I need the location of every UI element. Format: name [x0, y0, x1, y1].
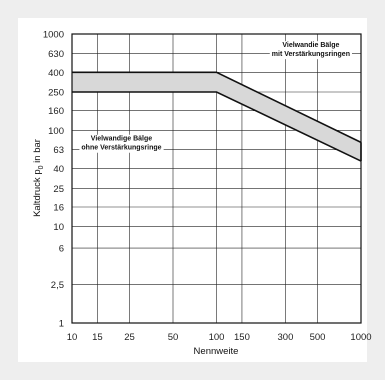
y-tick-label: 1000 — [43, 30, 64, 41]
x-tick-label: 50 — [168, 332, 179, 343]
y-tick-label: 16 — [53, 203, 64, 214]
x-tick-labels: 10 15 25 50 100 150 300 500 1000 — [67, 332, 372, 343]
y-tick-label: 25 — [53, 184, 64, 195]
x-tick-label: 1000 — [350, 332, 371, 343]
y-axis-label: Kaltdruck p0 in bar — [32, 139, 45, 217]
y-tick-label: 40 — [53, 164, 64, 175]
annotation-background — [79, 134, 164, 153]
x-axis-label: Nennweite — [194, 346, 239, 357]
y-axis-label-sub: 0 — [38, 165, 45, 169]
y-tick-label: 160 — [48, 106, 64, 117]
plot-border — [71, 33, 362, 324]
annotation-line: mit Verstärkungsringen — [272, 51, 350, 58]
y-tick-label: 10 — [53, 222, 64, 233]
lower-series-line — [72, 91, 362, 162]
x-tick-label: 100 — [209, 332, 225, 343]
y-tick-label: 250 — [48, 87, 64, 98]
pressure-band — [72, 72, 361, 162]
y-tick-label: 100 — [48, 126, 64, 137]
x-tick-label: 10 — [67, 332, 78, 343]
x-tick-label: 15 — [92, 332, 103, 343]
y-tick-label: 400 — [48, 68, 64, 79]
y-axis-label-unit: in bar — [32, 139, 43, 165]
x-tick-label: 25 — [124, 332, 135, 343]
annotation-without-rings: Vielwandige Bälge ohne Verstärkungsringe — [79, 134, 164, 153]
annotation-line: Vielwandie Bälge — [282, 42, 339, 49]
y-tick-label: 63 — [53, 145, 64, 156]
y-tick-label: 630 — [48, 49, 64, 60]
chart-frame — [18, 18, 367, 362]
y-tick-labels: 1 2,5 6 10 16 25 40 63 100 160 250 400 630 1000 — [43, 30, 64, 330]
annotation-line: ohne Verstärkungsringe — [81, 145, 161, 152]
band-area — [72, 72, 361, 162]
y-tick-label: 1 — [59, 319, 64, 330]
y-axis-label-main: Kaltdruck p — [32, 169, 43, 217]
annotation-background — [269, 41, 352, 60]
y-tick-label: 6 — [59, 244, 64, 255]
x-tick-label: 300 — [278, 332, 294, 343]
y-tick-label: 2,5 — [51, 280, 64, 291]
annotation-line: Vielwandige Bälge — [91, 136, 152, 143]
x-tick-label: 500 — [310, 332, 326, 343]
upper-series-line — [72, 71, 362, 144]
annotation-with-rings: Vielwandie Bälge mit Verstärkungsringen — [269, 41, 352, 60]
x-tick-label: 150 — [234, 332, 250, 343]
